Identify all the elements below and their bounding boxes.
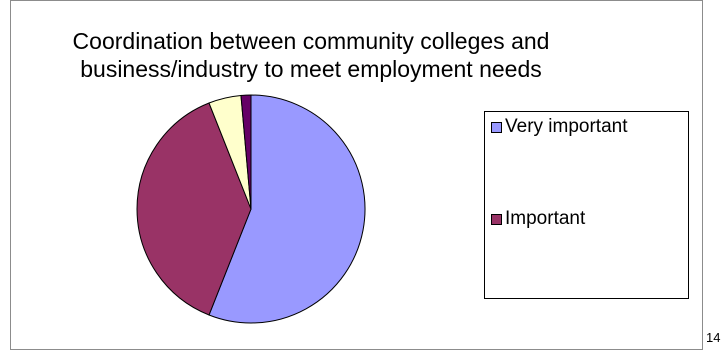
pie-slice-1 (136, 102, 252, 316)
page-number: 14 (706, 330, 721, 345)
legend-label-very-important: Very important (505, 116, 628, 137)
pie-slice-0 (208, 94, 366, 324)
legend-label-important: Important (505, 208, 586, 229)
chart-title: Coordination between community colleges … (72, 28, 550, 82)
pie-slice-3 (240, 94, 252, 210)
legend-entry-very-important: Very important (491, 116, 628, 138)
legend-swatch-important (491, 213, 502, 225)
legend-swatch-very-important (491, 121, 502, 133)
legend-entry-important: Important (491, 208, 585, 230)
legend: Very important Important (484, 111, 689, 299)
pie-chart (136, 94, 366, 324)
chart-area: Coordination between community colleges … (10, 0, 703, 350)
